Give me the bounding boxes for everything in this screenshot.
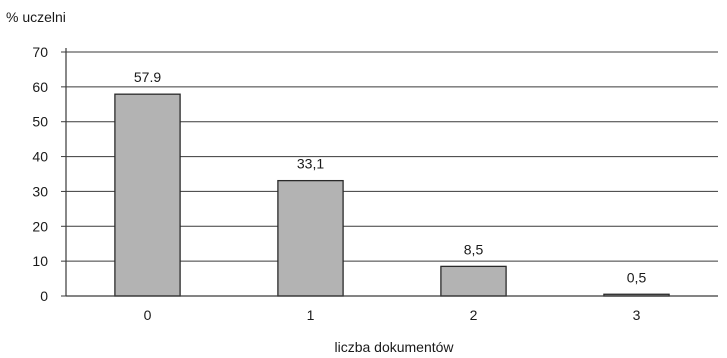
data-labels: 57.9 33,1 8,5 0,5 [134,69,647,285]
y-axis-title: % uczelni [6,9,66,25]
y-tick-label: 70 [32,44,48,60]
y-tick-label: 30 [32,183,48,199]
data-label-3: 0,5 [627,269,647,285]
y-tick-labels: 0 10 20 30 40 50 60 70 [32,44,66,304]
y-tick-label: 60 [32,79,48,95]
y-tick-label: 50 [32,114,48,130]
y-tick-label: 10 [32,253,48,269]
bar-0 [114,93,181,297]
y-tick-label: 0 [40,288,48,304]
x-tick-label-0: 0 [144,307,152,323]
x-tick-labels: 0 1 2 3 [144,307,641,323]
data-label-0: 57.9 [134,69,161,85]
x-tick-label-2: 2 [470,307,478,323]
y-tick-label: 40 [32,149,48,165]
bars [114,93,670,297]
x-tick-label-3: 3 [633,307,641,323]
x-axis-title: liczba dokumentów [334,339,454,355]
y-tick-label: 20 [32,218,48,234]
data-label-1: 33,1 [297,156,324,172]
data-label-2: 8,5 [464,241,484,257]
bar-1 [277,179,344,297]
bar-2 [440,265,507,297]
x-tick-label-1: 1 [307,307,315,323]
